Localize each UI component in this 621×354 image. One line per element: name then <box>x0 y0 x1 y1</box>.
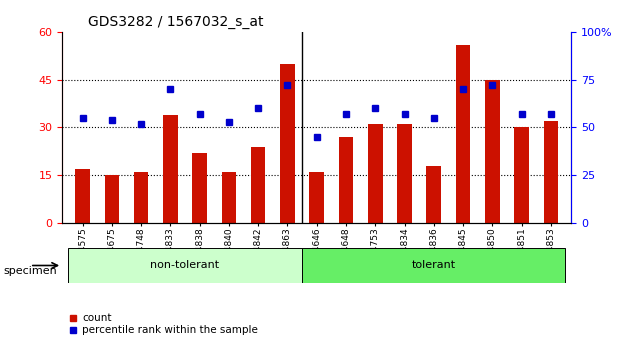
Bar <box>163 115 178 223</box>
Bar <box>368 124 383 223</box>
Text: specimen: specimen <box>3 266 57 276</box>
Text: GDS3282 / 1567032_s_at: GDS3282 / 1567032_s_at <box>88 16 263 29</box>
Bar <box>104 175 119 223</box>
Bar <box>514 127 529 223</box>
Bar <box>280 64 295 223</box>
Bar <box>309 172 324 223</box>
Text: non-tolerant: non-tolerant <box>150 261 220 270</box>
Bar <box>543 121 558 223</box>
FancyBboxPatch shape <box>302 248 566 283</box>
Bar <box>338 137 353 223</box>
Bar <box>222 172 236 223</box>
Bar <box>427 166 441 223</box>
FancyBboxPatch shape <box>68 248 302 283</box>
Bar <box>397 124 412 223</box>
Bar <box>251 147 266 223</box>
Text: tolerant: tolerant <box>412 261 456 270</box>
Bar <box>193 153 207 223</box>
Bar <box>485 80 500 223</box>
Bar <box>75 169 90 223</box>
Legend: count, percentile rank within the sample: count, percentile rank within the sample <box>67 313 258 335</box>
Bar <box>134 172 148 223</box>
Bar <box>456 45 470 223</box>
